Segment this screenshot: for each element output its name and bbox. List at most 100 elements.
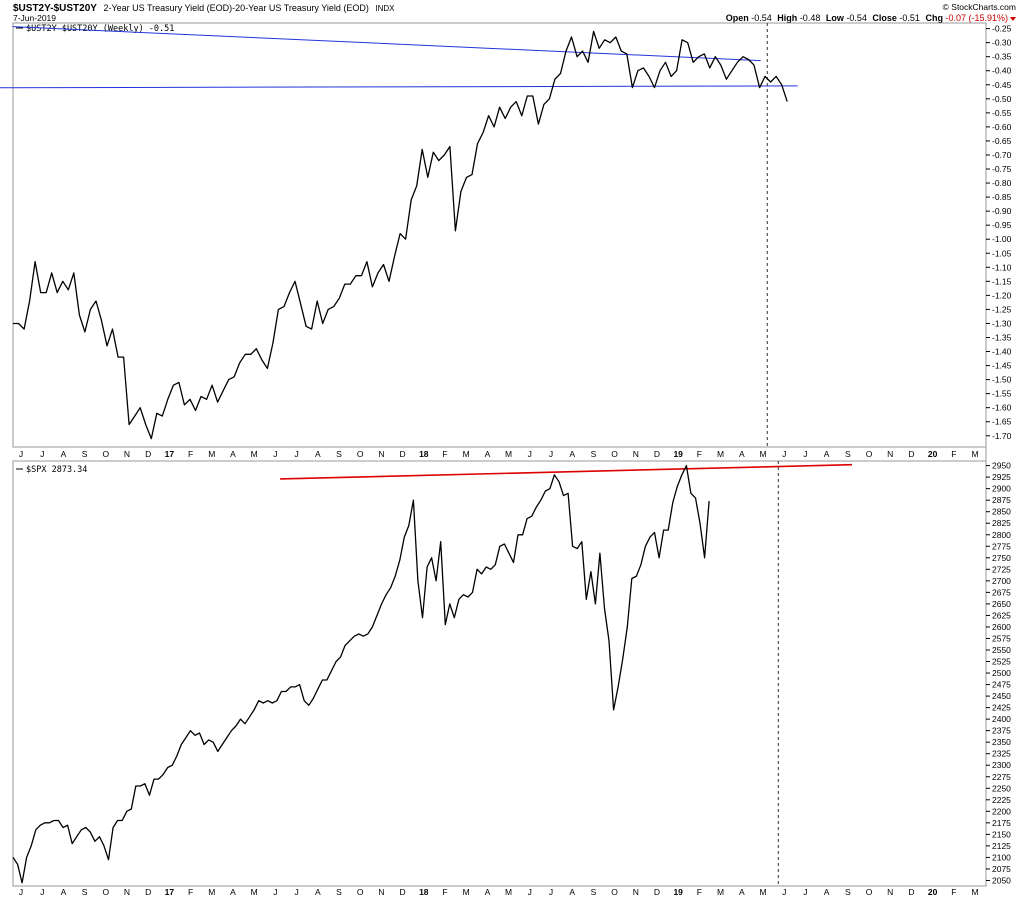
x-tick-label: M xyxy=(208,887,215,897)
trendline-resistance xyxy=(280,463,853,480)
y-tick-label: -1.15 xyxy=(992,276,1012,286)
low-label: Low xyxy=(826,13,845,23)
x-tick-label: J xyxy=(273,449,277,459)
y-tick-label: 2875 xyxy=(992,495,1011,505)
x-tick-label: A xyxy=(739,449,745,459)
x-tick-label: M xyxy=(251,887,258,897)
x-tick-label: J xyxy=(294,887,298,897)
y-tick-label: 2500 xyxy=(992,668,1011,678)
x-tick-label: M xyxy=(759,887,766,897)
low-value: -0.54 xyxy=(846,13,867,23)
x-tick-label: M xyxy=(505,449,512,459)
y-tick-label: 2400 xyxy=(992,714,1011,724)
x-tick-label: F xyxy=(697,887,702,897)
x-tick-label: N xyxy=(633,887,639,897)
x-tick-label: F xyxy=(442,887,447,897)
open-value: -0.54 xyxy=(751,13,772,23)
panel-2-frame xyxy=(12,460,987,887)
x-tick-label: D xyxy=(400,449,406,459)
y-tick-label: -1.30 xyxy=(992,318,1012,328)
x-tick-label: F xyxy=(951,449,956,459)
y-tick-label: -0.65 xyxy=(992,136,1012,146)
ohlc-readout: Open -0.54 High -0.48 Low -0.54 Close -0… xyxy=(726,13,1008,23)
x-tick-label: J xyxy=(294,449,298,459)
x-tick-label: N xyxy=(887,887,893,897)
y-tick-label: 2150 xyxy=(992,829,1011,839)
y-tick-label: 2075 xyxy=(992,864,1011,874)
y-tick-label: 2550 xyxy=(992,645,1011,655)
y-tick-label: -0.75 xyxy=(992,164,1012,174)
x-axis-panel-1: J J A S O N D 17 F M A M J J A S O N D 18 F M A M J J A S O N D 19 F M A M J… xyxy=(19,449,979,459)
x-tick-label: D xyxy=(400,887,406,897)
y-tick-label: 2850 xyxy=(992,507,1011,517)
y-tick-label: 2750 xyxy=(992,553,1011,563)
y-tick-label: -0.35 xyxy=(992,52,1012,62)
x-tick-label: S xyxy=(336,887,342,897)
y-tick-label: 2225 xyxy=(992,795,1011,805)
brand-logo: © StockCharts.com xyxy=(943,2,1016,12)
x-tick-label: O xyxy=(102,449,109,459)
x-tick-label: M xyxy=(505,887,512,897)
high-value: -0.48 xyxy=(800,13,821,23)
y-tick-label: -0.80 xyxy=(992,178,1012,188)
y-tick-label: 2200 xyxy=(992,806,1011,816)
x-tick-label: 20 xyxy=(928,449,938,459)
x-tick-label: S xyxy=(82,887,88,897)
y-tick-label: -1.20 xyxy=(992,290,1012,300)
x-tick-label: A xyxy=(824,449,830,459)
y-tick-label: 2425 xyxy=(992,703,1011,713)
y-tick-label: 2050 xyxy=(992,875,1011,885)
y-tick-label: -0.50 xyxy=(992,94,1012,104)
y-tick-label: -1.25 xyxy=(992,304,1012,314)
x-tick-label: S xyxy=(591,887,597,897)
x-tick-label: 18 xyxy=(419,887,429,897)
y-tick-label: -0.95 xyxy=(992,220,1012,230)
x-tick-label: D xyxy=(908,887,914,897)
y-tick-label: -1.40 xyxy=(992,347,1012,357)
x-tick-label: D xyxy=(908,449,914,459)
y-tick-label: 2325 xyxy=(992,749,1011,759)
chg-value: -0.07 (-15.91%) xyxy=(945,13,1008,23)
y-tick-label: 2775 xyxy=(992,541,1011,551)
y-tick-label: 2925 xyxy=(992,472,1011,482)
y-tick-label: -0.55 xyxy=(992,108,1012,118)
y-tick-label: 2125 xyxy=(992,841,1011,851)
y-tick-label: 2725 xyxy=(992,564,1011,574)
symbol-text: $UST2Y-$UST20Y xyxy=(13,3,97,14)
y-tick-label: -0.70 xyxy=(992,150,1012,160)
y-tick-label: -1.05 xyxy=(992,248,1012,258)
x-tick-label: D xyxy=(145,449,151,459)
panel-1-frame xyxy=(12,22,987,448)
x-tick-label: O xyxy=(357,887,364,897)
y-tick-label: 2575 xyxy=(992,633,1011,643)
yield-spread-panel: -0.25 -0.30 -0.35 -0.40 -0.45 -0.50 -0.55 -0.60… xyxy=(0,23,1012,447)
y-tick-label: -1.45 xyxy=(992,361,1012,371)
x-tick-label: A xyxy=(485,449,491,459)
y-tick-label: 2100 xyxy=(992,852,1011,862)
x-tick-label: F xyxy=(188,887,193,897)
y-tick-label: -0.30 xyxy=(992,38,1012,48)
legend-label: $UST2Y-$UST20Y (Weekly) -0.51 xyxy=(26,24,174,34)
x-tick-label: A xyxy=(61,449,67,459)
x-tick-label: J xyxy=(19,887,23,897)
y-tick-label: 2450 xyxy=(992,691,1011,701)
chart-header: $UST2Y-$UST20Y 2-Year US Treasury Yield … xyxy=(13,3,395,14)
x-tick-label: M xyxy=(463,887,470,897)
y-tick-label: -0.25 xyxy=(992,24,1012,34)
x-tick-label: A xyxy=(61,887,67,897)
x-tick-label: M xyxy=(208,449,215,459)
x-tick-label: S xyxy=(591,449,597,459)
x-tick-label: A xyxy=(485,887,491,897)
x-tick-label: D xyxy=(145,887,151,897)
x-tick-label: S xyxy=(336,449,342,459)
y-tick-label: 2300 xyxy=(992,760,1011,770)
y-tick-label: -0.90 xyxy=(992,206,1012,216)
x-tick-label: M xyxy=(463,449,470,459)
x-tick-label: A xyxy=(230,887,236,897)
y-tick-label: 2675 xyxy=(992,587,1011,597)
y-tick-label: 2475 xyxy=(992,680,1011,690)
y-tick-label: -1.60 xyxy=(992,403,1012,413)
x-tick-label: D xyxy=(654,449,660,459)
x-tick-label: J xyxy=(782,887,786,897)
x-tick-label: J xyxy=(528,887,532,897)
